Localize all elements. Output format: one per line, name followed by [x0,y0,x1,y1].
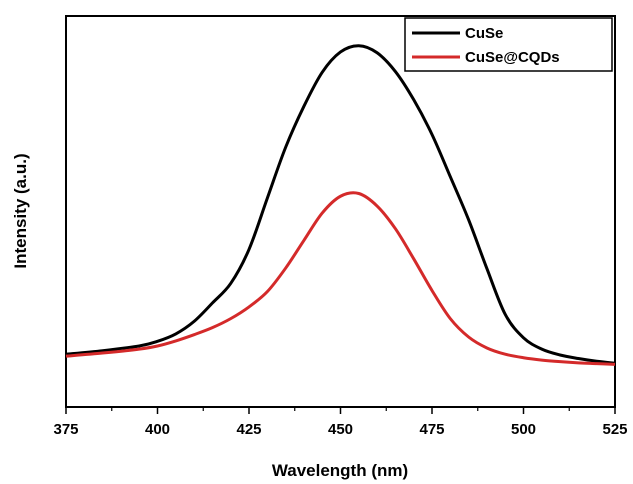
x-tick-label-400: 400 [145,421,170,438]
x-axis-title: Wavelength (nm) [272,461,408,480]
x-tick-label-450: 450 [328,421,353,438]
series-layer [65,44,616,366]
series-line-cuse-cqds [65,191,616,366]
x-tick-label-475: 475 [419,421,444,438]
legend: CuSe CuSe@CQDs [404,17,613,72]
legend-label-cuse: CuSe [465,25,503,42]
x-tick-label-375: 375 [53,421,78,438]
x-tick-label-425: 425 [236,421,261,438]
x-tick-label-500: 500 [511,421,536,438]
y-axis-title: Intensity (a.u.) [11,153,30,268]
x-tick-label-525: 525 [602,421,627,438]
legend-label-cuse-cqds: CuSe@CQDs [465,49,560,66]
x-axis-ticks: 375 400 425 450 475 500 525 [53,407,628,438]
series-line-cuse [65,44,616,365]
legend-box [404,17,613,72]
